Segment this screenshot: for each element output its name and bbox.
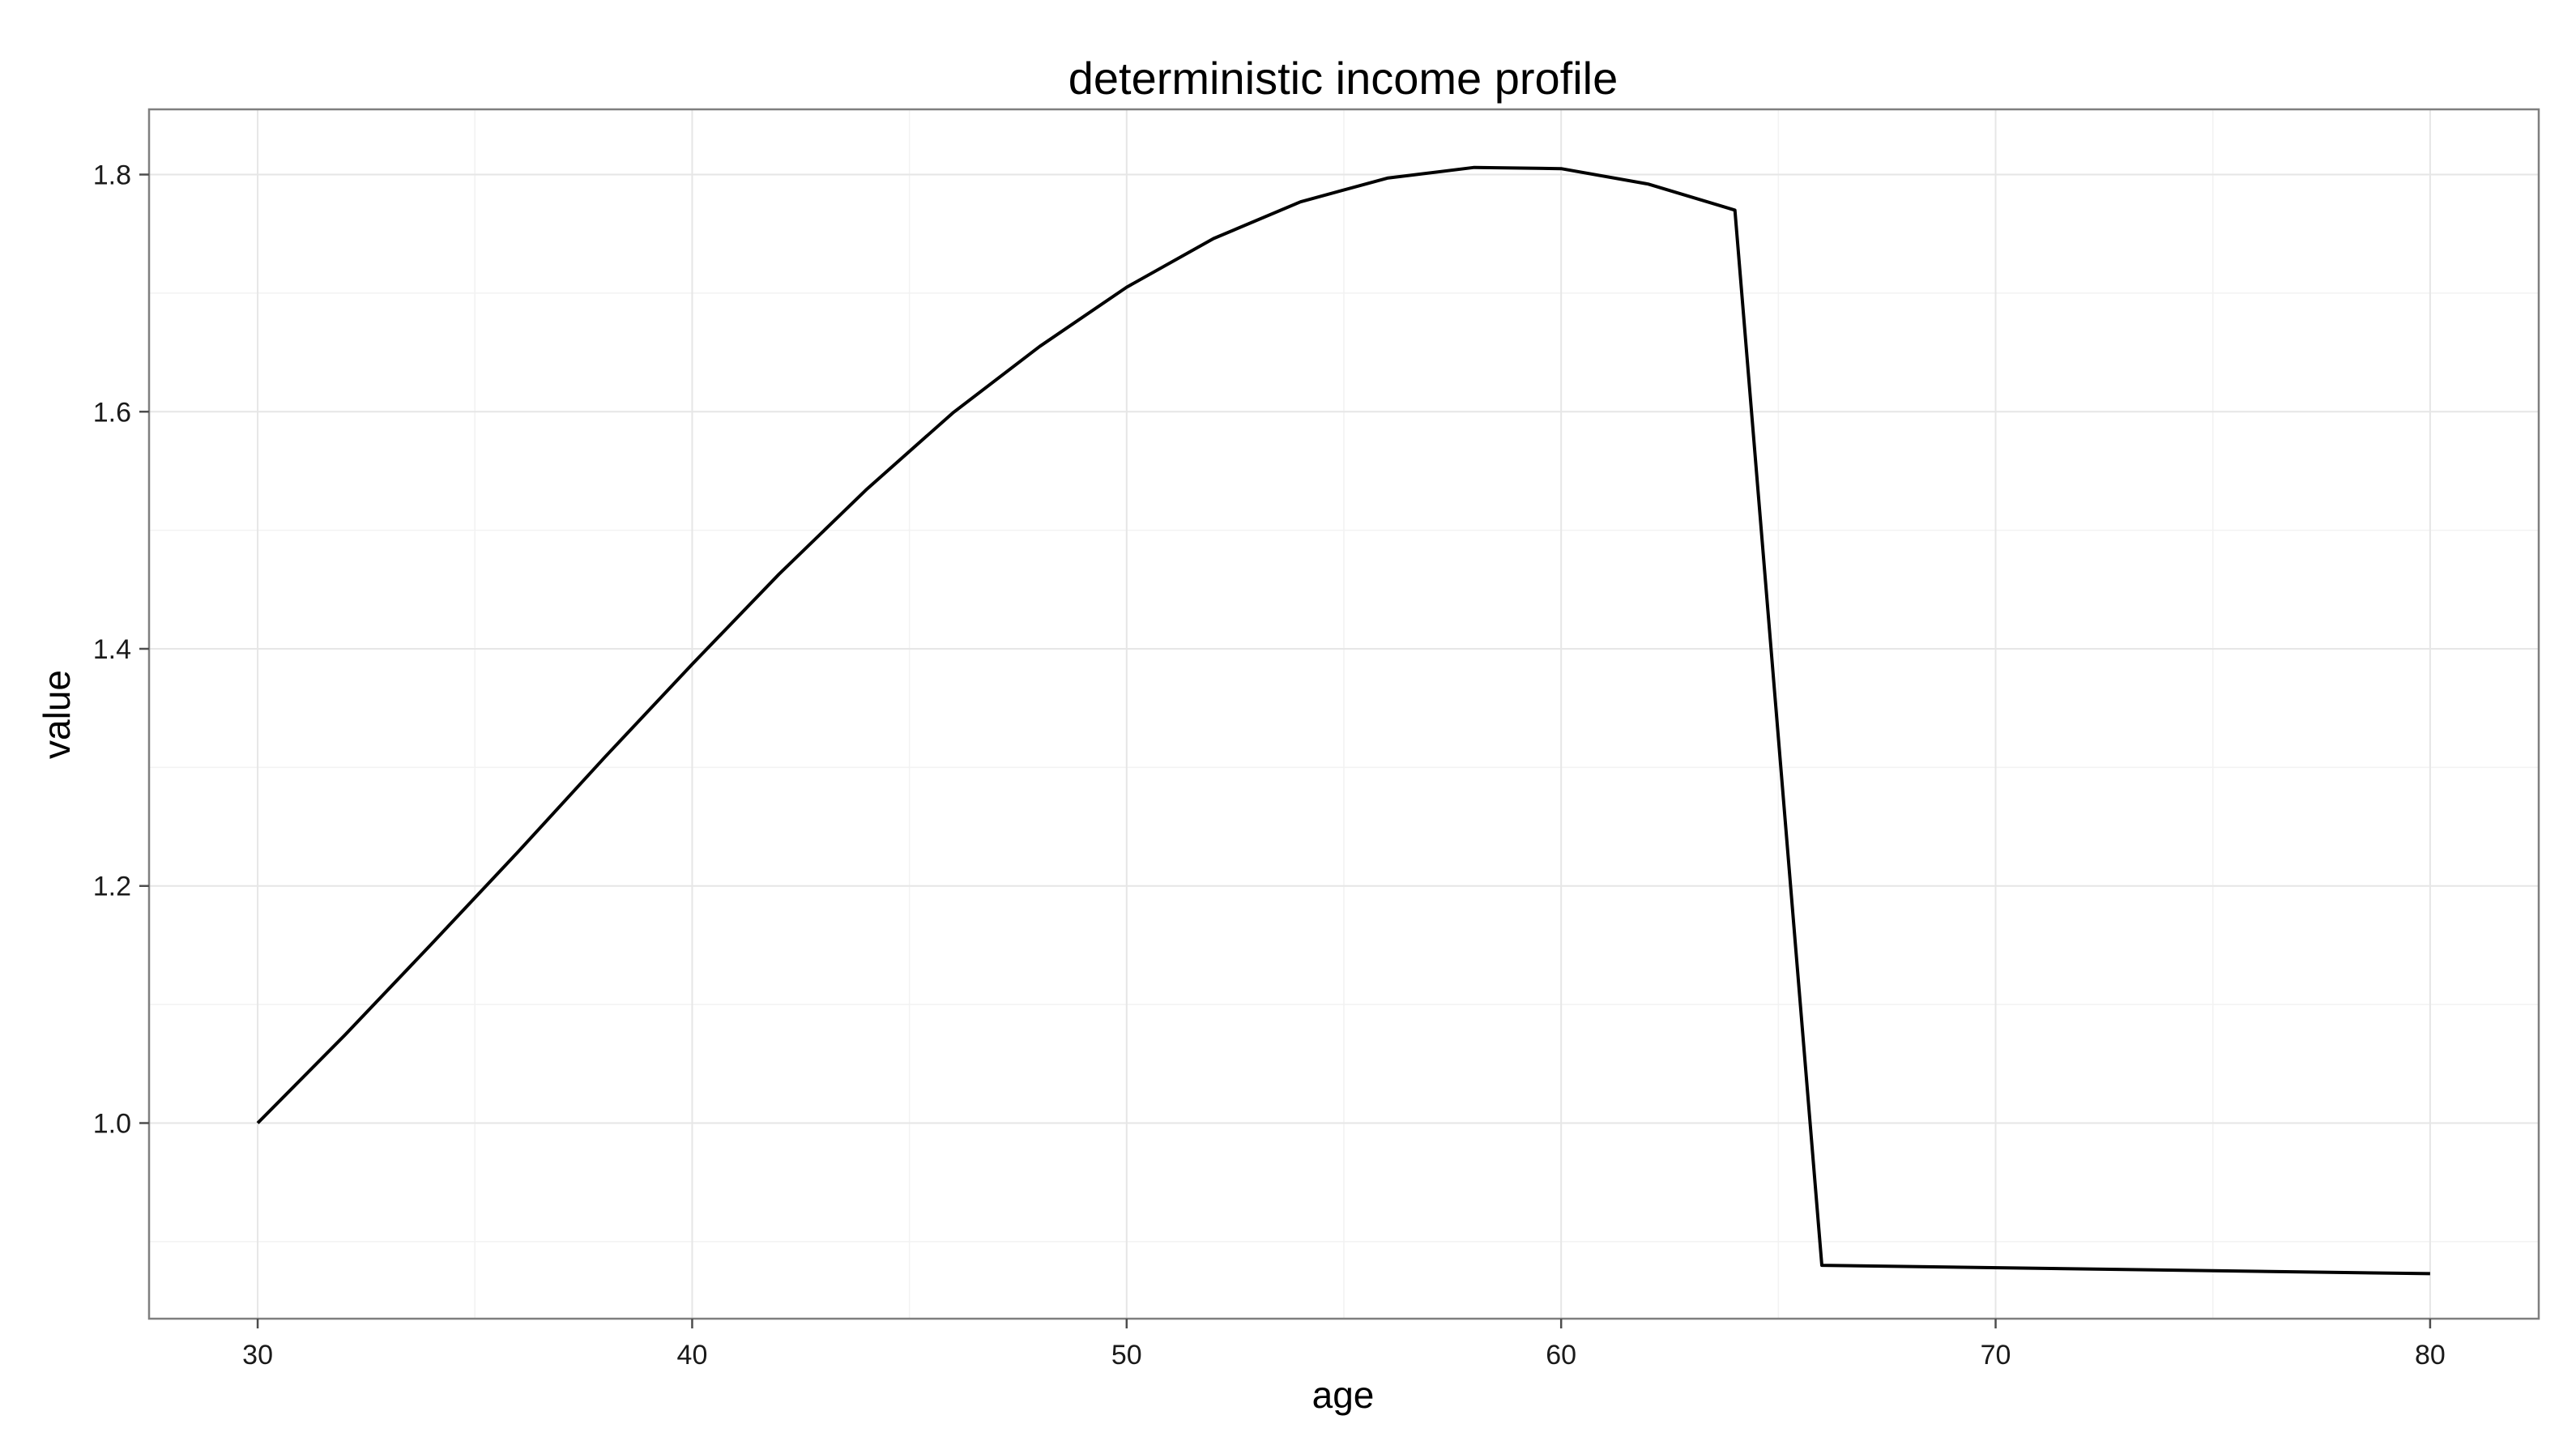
- x-tick-label: 50: [1111, 1340, 1142, 1371]
- x-axis-ticks: 30 40 50 60 70 80: [242, 1319, 2446, 1371]
- y-tick-label: 1.6: [93, 397, 131, 428]
- x-tick-label: 40: [677, 1340, 708, 1371]
- y-tick-label: 1.4: [93, 634, 131, 665]
- series-layer: [256, 165, 2430, 1276]
- x-tick-label: 30: [242, 1340, 273, 1371]
- chart-title: deterministic income profile: [1068, 53, 1618, 104]
- x-axis-title: age: [1312, 1374, 1375, 1416]
- x-tick-label: 80: [2415, 1340, 2446, 1371]
- series-line: [256, 165, 2430, 1276]
- plot-panel-border: [147, 108, 2540, 1320]
- minor-gridlines: [149, 109, 2539, 1319]
- y-axis-ticks: 1.0 1.2 1.4 1.6 1.8: [93, 160, 149, 1139]
- y-tick-label: 1.8: [93, 160, 131, 191]
- y-axis-title: value: [36, 670, 78, 759]
- major-gridlines: [149, 109, 2539, 1319]
- x-tick-label: 70: [1981, 1340, 2011, 1371]
- y-tick-label: 1.0: [93, 1108, 131, 1139]
- x-tick-label: 60: [1546, 1340, 1576, 1371]
- y-tick-label: 1.2: [93, 872, 131, 902]
